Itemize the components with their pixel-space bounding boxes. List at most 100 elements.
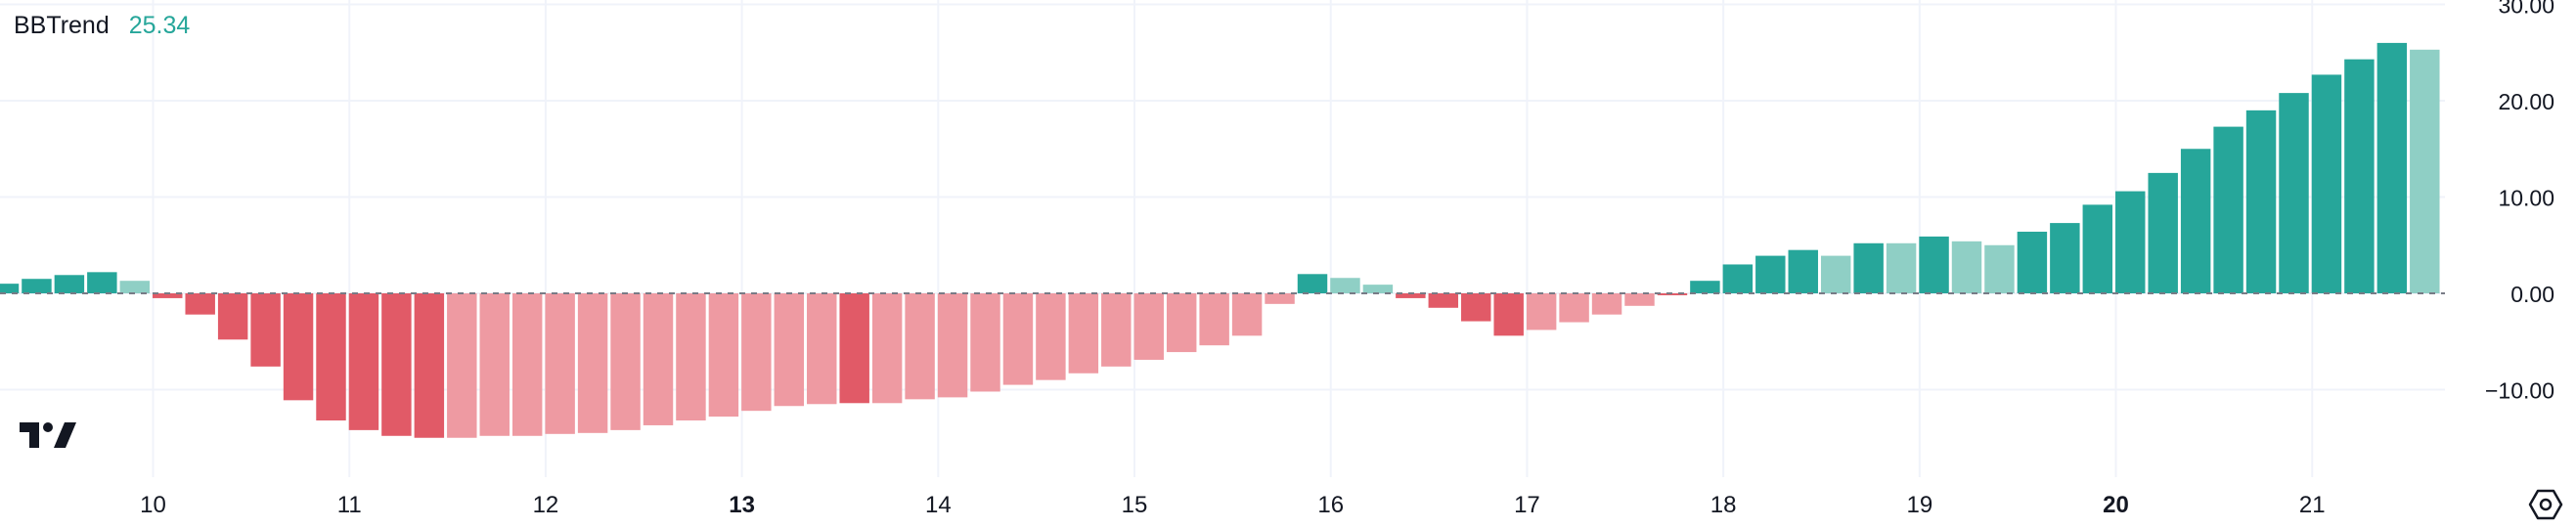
histogram-bar (1722, 264, 1754, 293)
histogram-bar (1036, 293, 1066, 380)
y-tick-label: 10.00 (2498, 186, 2554, 211)
histogram-bar (2050, 223, 2080, 293)
histogram-bar (2279, 93, 2309, 294)
histogram-bar (2082, 204, 2113, 293)
histogram-bar (643, 293, 674, 425)
indicator-name: BBTrend (14, 12, 110, 39)
histogram-bar (217, 293, 248, 340)
histogram-bar (1362, 285, 1394, 293)
settings-hexagon-icon[interactable] (2528, 487, 2563, 522)
histogram-bar (970, 293, 1000, 392)
histogram-bar (1853, 242, 1884, 293)
histogram-bar (1265, 293, 1295, 304)
histogram-bar (1002, 293, 1034, 385)
x-tick-label: 17 (1514, 492, 1540, 518)
price-scale[interactable]: 30.00 20.00 10.00 0.00 −10.00 (2485, 0, 2554, 404)
histogram-bar (2245, 110, 2277, 293)
histogram-bar (185, 293, 215, 315)
histogram-bar (153, 293, 183, 298)
histogram-bar (741, 293, 772, 412)
histogram-bar (1919, 236, 1949, 293)
x-tick-label: 14 (925, 492, 952, 518)
x-tick-label: 10 (140, 492, 166, 518)
histogram-bar (22, 279, 52, 293)
histogram-bar (807, 293, 837, 405)
histogram-bar (1493, 293, 1524, 336)
histogram-bar (2148, 172, 2178, 293)
histogram-bar (1591, 293, 1622, 315)
histogram-bar (2180, 149, 2211, 293)
tradingview-logo-icon[interactable] (18, 418, 78, 452)
indicator-value: 25.34 (128, 12, 191, 39)
histogram-bar (2344, 59, 2375, 293)
histogram-bar (1297, 274, 1328, 293)
x-tick-label: 16 (1317, 492, 1344, 518)
histogram-bar (2115, 191, 2146, 293)
histogram-bar (2213, 126, 2243, 293)
histogram-bar (447, 293, 477, 438)
histogram-bar (708, 293, 739, 418)
histogram-bar (1690, 281, 1720, 293)
histogram-bar (1330, 278, 1360, 293)
x-tick-label: 20 (2103, 492, 2129, 518)
histogram-bar (2376, 42, 2408, 294)
histogram-bar (1788, 249, 1818, 293)
histogram-bar (511, 293, 543, 436)
histogram-bar (2311, 74, 2342, 293)
histogram-bar (774, 293, 805, 407)
histogram-bar (577, 293, 608, 433)
histogram-bar (1984, 244, 2015, 293)
histogram-bar (250, 293, 281, 367)
y-tick-label: 30.00 (2498, 0, 2554, 19)
x-tick-label: 18 (1710, 492, 1737, 518)
histogram-bar (1951, 241, 1982, 293)
y-tick-label: 20.00 (2498, 89, 2554, 114)
histogram-bar (1886, 242, 1917, 293)
x-tick-label: 11 (337, 492, 362, 518)
histogram-bar (1559, 293, 1589, 323)
time-scale[interactable]: 10 11 12 13 14 15 16 17 18 19 20 21 (140, 492, 2325, 518)
histogram-bar (610, 293, 641, 430)
histogram-bar (2410, 49, 2440, 293)
histogram-bar (1461, 293, 1491, 322)
grid-lines (0, 0, 2445, 477)
histogram-bar (54, 275, 85, 293)
y-tick-label: 0.00 (2510, 282, 2554, 307)
x-tick-label: 12 (533, 492, 559, 518)
histogram-bars (0, 42, 2440, 438)
histogram-bar (839, 293, 869, 404)
histogram-bar (1101, 293, 1132, 367)
histogram-bar (1199, 293, 1229, 346)
histogram-bar (1755, 255, 1786, 293)
histogram-bar (1133, 293, 1164, 360)
histogram-bar (1396, 293, 1426, 298)
histogram-bar (937, 293, 968, 398)
histogram-bar (1231, 293, 1263, 336)
x-tick-label: 19 (1906, 492, 1932, 518)
histogram-bar (905, 293, 935, 400)
histogram-bar (1428, 293, 1459, 308)
histogram-bar (1624, 293, 1655, 306)
histogram-bar (87, 272, 117, 293)
x-tick-label: 21 (2299, 492, 2326, 518)
histogram-bar (119, 281, 151, 293)
histogram-bar (0, 284, 20, 293)
indicator-legend[interactable]: BBTrend 25.34 (14, 12, 190, 40)
x-tick-label: 13 (729, 492, 755, 518)
histogram-bar (545, 293, 575, 434)
histogram-bar (479, 293, 510, 436)
x-tick-label: 15 (1122, 492, 1148, 518)
histogram-bar (414, 293, 445, 438)
histogram-bar (1526, 293, 1557, 330)
y-tick-label: −10.00 (2485, 378, 2554, 404)
histogram-bar (871, 293, 903, 404)
histogram-bar (348, 293, 379, 430)
histogram-bar (283, 293, 314, 401)
histogram-bar (316, 293, 346, 421)
histogram-bar (1068, 293, 1099, 374)
histogram-bar (1820, 255, 1851, 293)
histogram-bar (2017, 231, 2048, 293)
histogram-bar (381, 293, 412, 436)
histogram-bar (1166, 293, 1197, 353)
